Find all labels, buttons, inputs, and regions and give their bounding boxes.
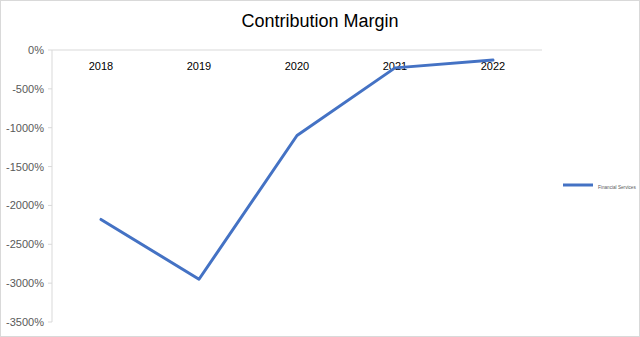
y-tick-label: -2500% xyxy=(6,238,44,250)
y-tick-label: -1500% xyxy=(6,161,44,173)
y-tick-label: -3500% xyxy=(6,316,44,328)
chart-border xyxy=(1,1,640,337)
series-line xyxy=(101,60,493,279)
y-tick xyxy=(48,283,52,284)
y-tick xyxy=(48,322,52,323)
x-tick-label: 2018 xyxy=(89,60,113,72)
x-tick-label: 2020 xyxy=(285,60,309,72)
plot-area xyxy=(101,60,493,279)
legend-label: Financial Services xyxy=(598,185,636,190)
title: Contribution Margin xyxy=(241,11,398,31)
legend-swatch xyxy=(563,184,593,187)
y-tick-label: -3000% xyxy=(6,277,44,289)
y-axis xyxy=(52,50,53,322)
y-tick-label: 0% xyxy=(28,44,44,56)
y-tick-label: -2000% xyxy=(6,199,44,211)
y-tick xyxy=(48,50,52,51)
y-tick xyxy=(48,244,52,245)
y-tick xyxy=(48,205,52,206)
y-tick xyxy=(48,127,52,128)
x-tick-label: 2019 xyxy=(187,60,211,72)
y-tick-label: -500% xyxy=(12,83,44,95)
y-tick-label: -1000% xyxy=(6,122,44,134)
y-tick xyxy=(48,88,52,89)
chart: Contribution Margin 0% -500% -1000% -1500% -2… xyxy=(0,0,640,337)
y-tick xyxy=(48,166,52,167)
x-axis xyxy=(52,50,542,51)
